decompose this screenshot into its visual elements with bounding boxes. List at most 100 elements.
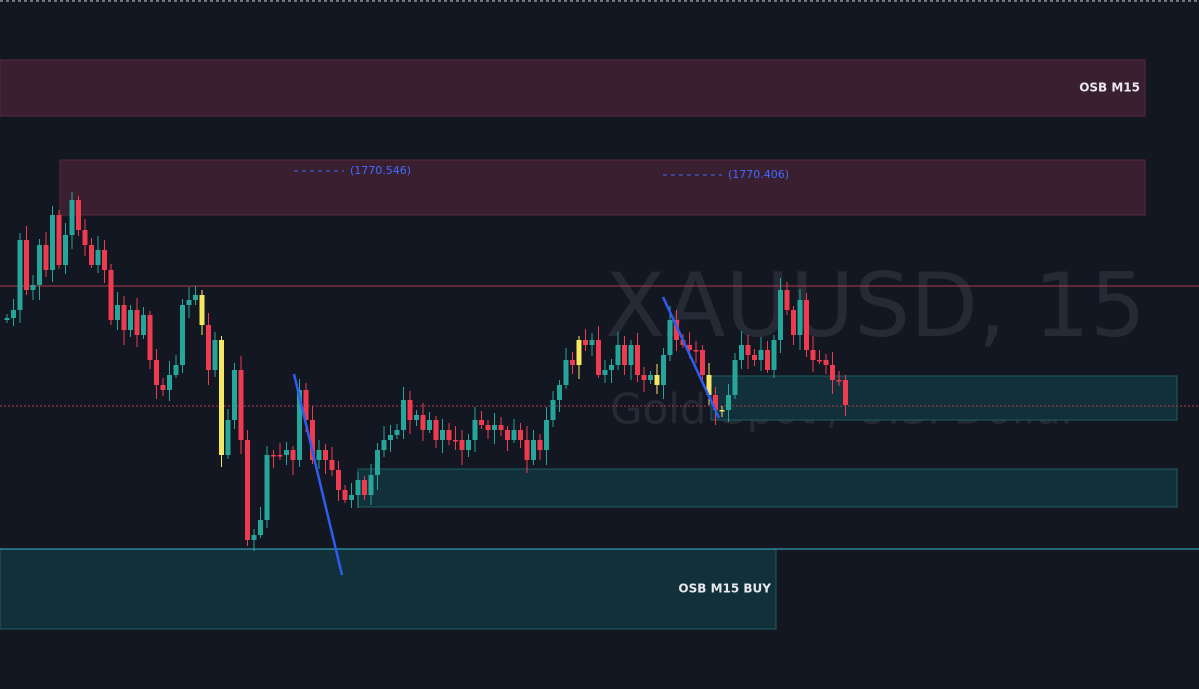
candle-body [563, 360, 569, 385]
candle-body [193, 295, 198, 300]
candle-body [258, 520, 263, 535]
candle-body [89, 245, 94, 265]
candle-body [596, 340, 601, 375]
candle-body [323, 450, 328, 460]
candle-body [238, 370, 244, 440]
candle-body [141, 315, 146, 335]
candle-body [778, 290, 783, 340]
candle-body [661, 355, 666, 385]
candle-body [271, 455, 276, 457]
candle-body [173, 365, 179, 375]
candle-body [459, 440, 465, 450]
candle-body [394, 430, 400, 435]
candle-body [284, 450, 289, 455]
candle-body [245, 440, 250, 540]
candle-body [82, 230, 88, 245]
candle-body [641, 375, 647, 380]
candle-body [518, 430, 523, 440]
candle-body [349, 495, 354, 500]
candles [4, 192, 848, 551]
candle-body [758, 350, 764, 360]
candle-body [225, 420, 231, 455]
candle-body [95, 250, 101, 265]
candle-body [765, 350, 770, 370]
price-label: (1770.406) [728, 168, 789, 181]
candle-body [739, 345, 744, 360]
candle-body [784, 290, 790, 310]
candle-body [69, 200, 75, 235]
candle-body [388, 435, 393, 440]
candle-body [50, 215, 55, 270]
buy-zone [357, 468, 1178, 508]
candle-body [342, 490, 348, 500]
zone-label: OSB M15 [1079, 81, 1140, 95]
zone-label: OSB M15 BUY [678, 582, 771, 596]
candle-body [128, 310, 133, 330]
candle-body [654, 375, 660, 385]
candle-body [108, 270, 114, 320]
candle-body [667, 320, 673, 355]
candle-body [752, 355, 757, 360]
candle-body [219, 340, 224, 455]
candle-body [453, 440, 458, 442]
candle-body [446, 430, 452, 440]
candle-body [407, 400, 413, 420]
candle-body [336, 470, 341, 490]
candle-body [427, 420, 432, 430]
candle-body [160, 385, 166, 390]
candle-body [687, 345, 692, 350]
candle-body [485, 425, 491, 430]
candle-body [810, 350, 816, 360]
candle-body [232, 370, 237, 420]
candle-body [843, 380, 848, 405]
candle-body [102, 250, 107, 270]
candle-body [557, 385, 562, 400]
price-label: (1770.546) [350, 164, 411, 177]
candle-body [277, 455, 283, 457]
candle-body [674, 320, 679, 340]
candle-body [804, 300, 809, 350]
candle-body [498, 425, 504, 430]
candle-body [433, 420, 439, 440]
trend-line [292, 373, 344, 576]
candle-body [524, 440, 530, 460]
candle-body [615, 345, 621, 365]
candle-body [635, 345, 640, 375]
candle-body [622, 345, 627, 365]
candle-body [817, 360, 822, 362]
candle-body [732, 360, 738, 395]
candle-body [706, 375, 712, 395]
candle-body [537, 440, 543, 450]
candle-body [589, 340, 595, 345]
candle-body [713, 395, 718, 410]
candle-body [264, 455, 270, 520]
candle-body [375, 450, 380, 475]
candle-body [648, 375, 653, 380]
candle-body [472, 420, 478, 440]
candle-body [134, 310, 140, 335]
candle-body [63, 235, 68, 265]
candle-body [17, 240, 23, 310]
candle-body [76, 200, 81, 230]
candle-body [693, 350, 699, 352]
candle-body [511, 430, 517, 440]
candle-body [836, 380, 842, 382]
candle-body [505, 430, 510, 440]
candle-body [401, 400, 406, 430]
candle-body [355, 480, 361, 495]
candle-body [147, 315, 153, 360]
candle-body [791, 310, 796, 335]
candle-body [576, 340, 582, 365]
candle-body [4, 318, 10, 320]
candle-body [290, 450, 296, 460]
candle-body [570, 360, 575, 365]
candle-body [362, 480, 367, 495]
candle-body [206, 325, 211, 370]
candle-body [531, 440, 536, 460]
candle-body [602, 370, 608, 375]
candle-body [167, 375, 172, 390]
candle-body [297, 390, 302, 460]
candle-body [550, 400, 556, 420]
candle-body [719, 410, 725, 412]
candle-body [726, 395, 731, 410]
